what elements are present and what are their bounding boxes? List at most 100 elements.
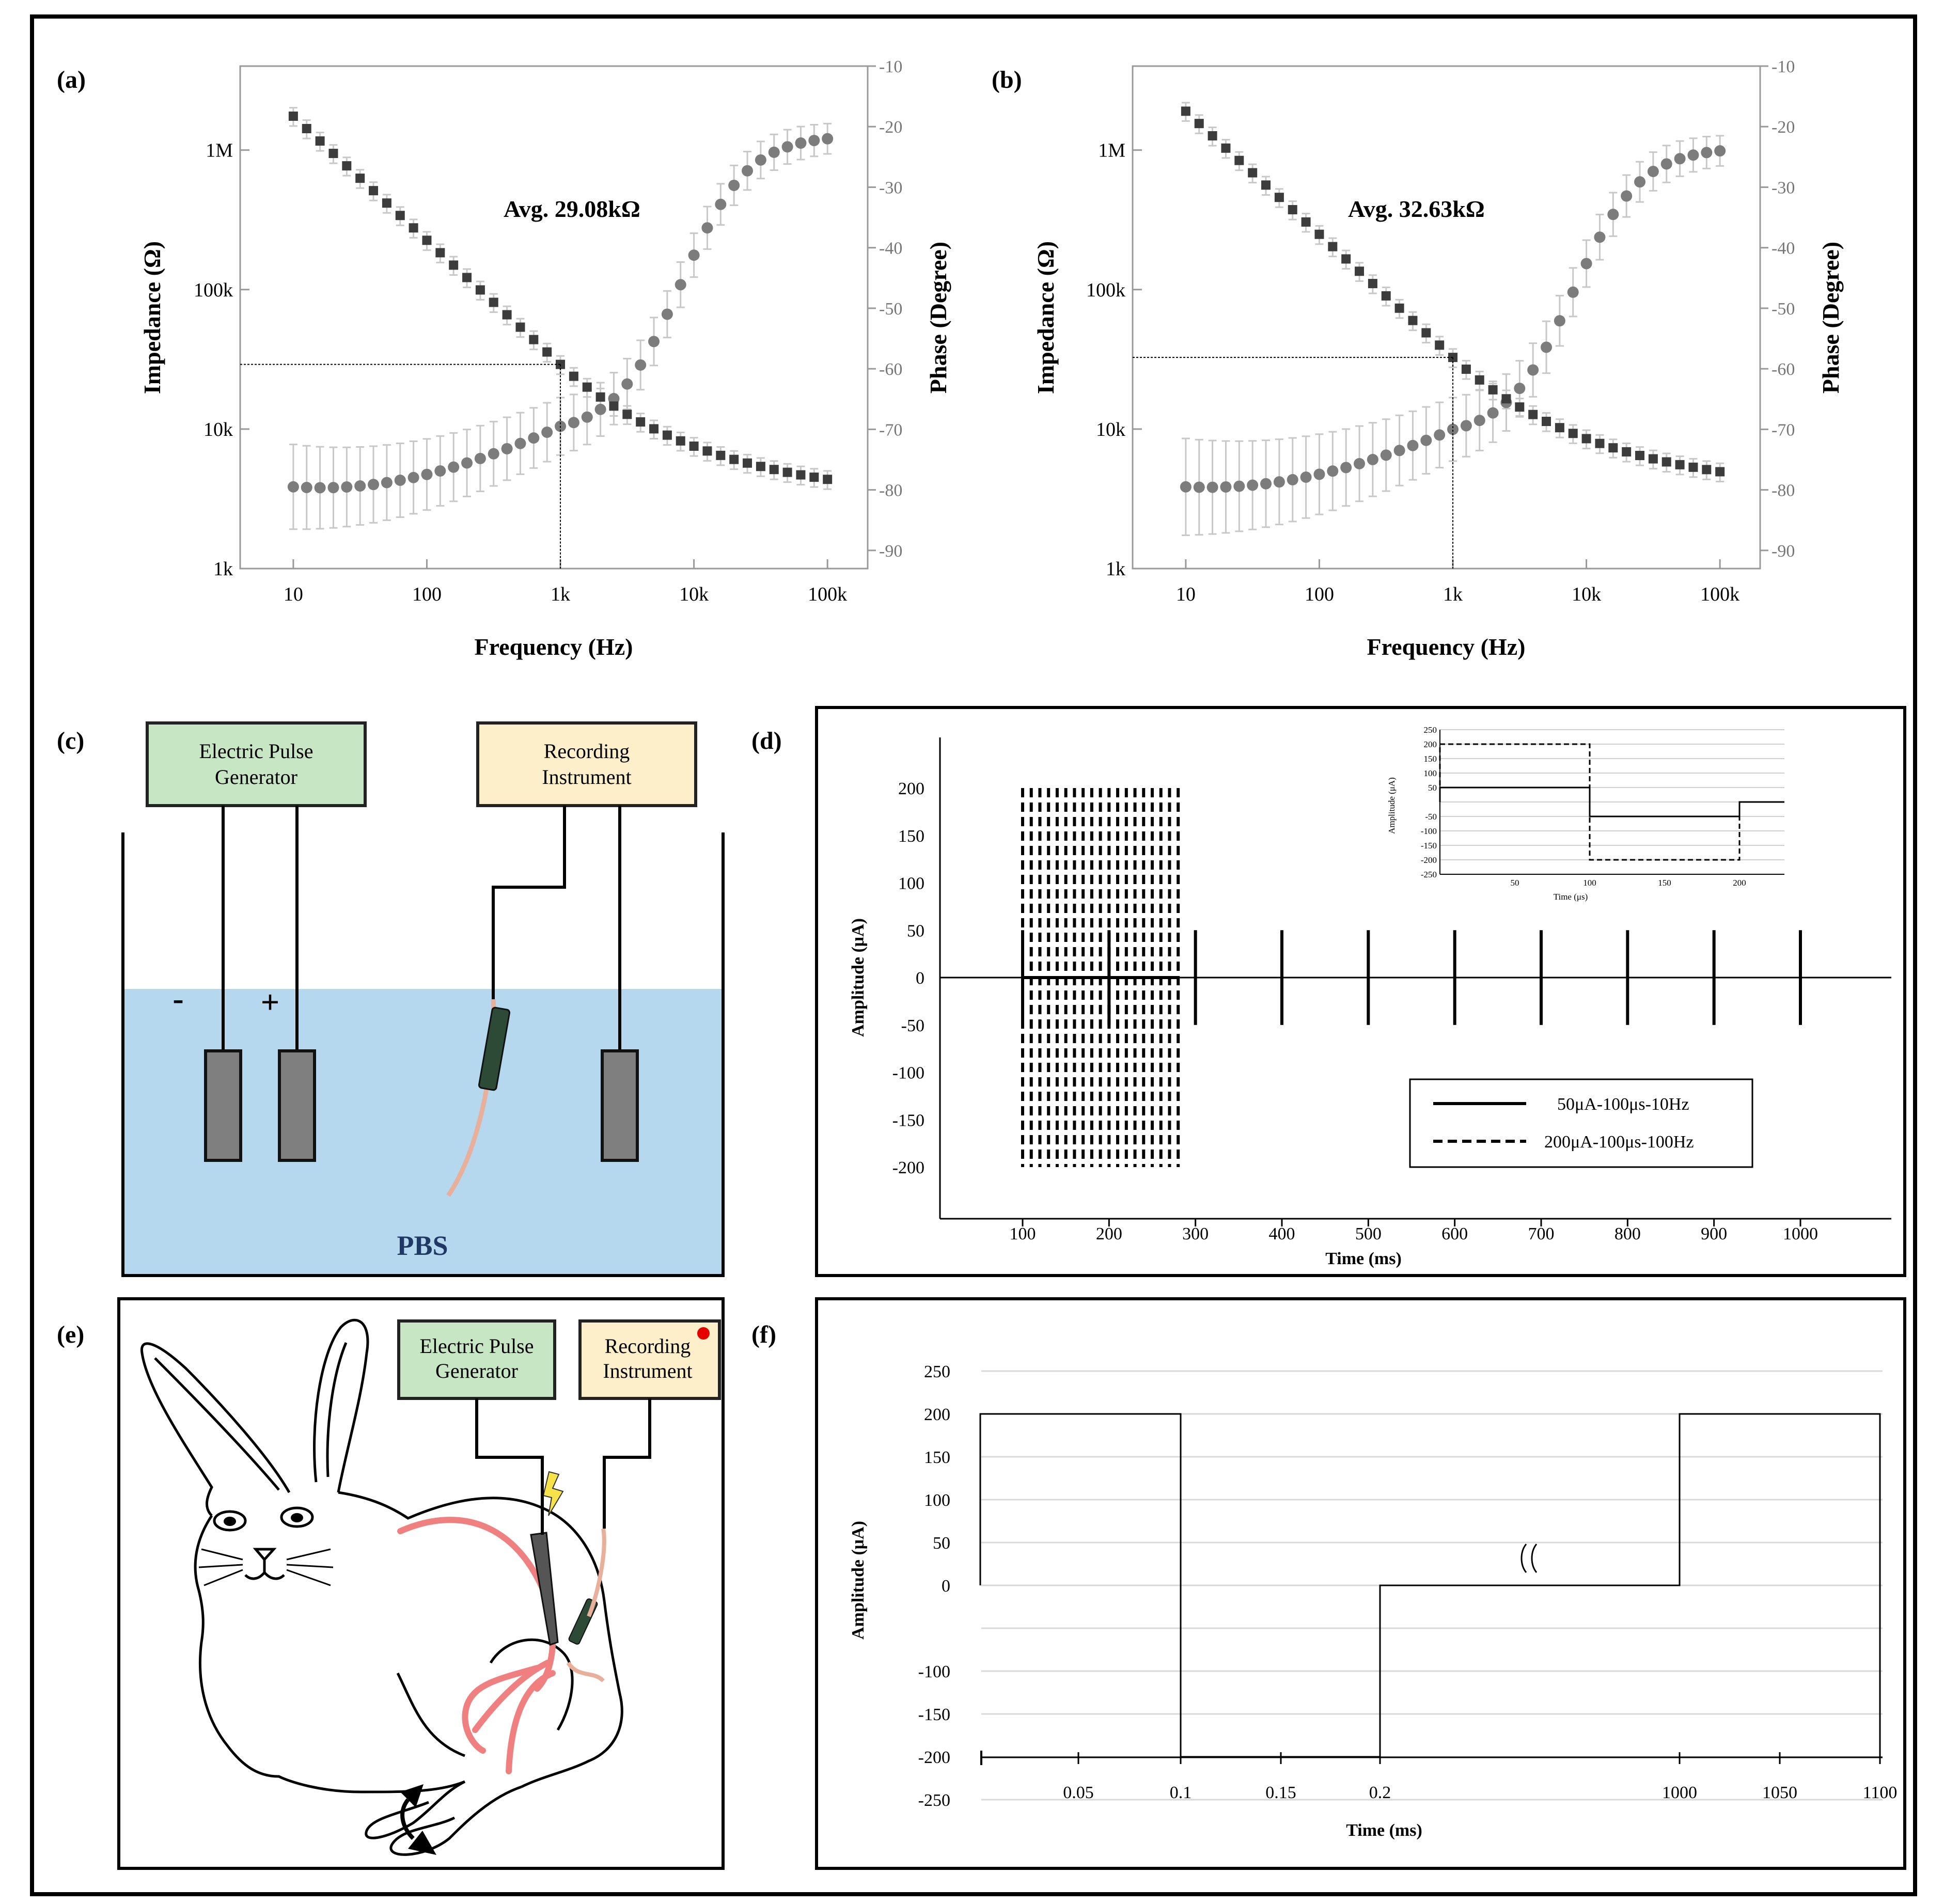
phase-point: [1594, 231, 1606, 243]
inset-waveform-chart: 250 200 150 100 50 -50 -100 -150 -200 -250 50 100 15…: [1421, 725, 1784, 888]
impedance-point: [1581, 434, 1591, 444]
panel-label-a: (a): [57, 66, 86, 93]
phase-point: [381, 477, 393, 489]
phase-point: [1621, 190, 1633, 202]
y-tick-label: -250: [918, 1791, 950, 1810]
y-tick-label: 10k: [1096, 419, 1125, 440]
phase-point: [822, 133, 834, 145]
phase-tick-label: -90: [879, 542, 902, 561]
annotation-avg-b: Avg. 32.63kΩ: [1348, 196, 1485, 222]
x-tick-label: 900: [1701, 1224, 1727, 1244]
nerve-path-1: [397, 1517, 556, 1692]
y-tick-label: -200: [918, 1748, 950, 1767]
impedance-chart-b: -10-20-30-40-50-60-70-80-90 10 100 1k 10k 10…: [1032, 57, 1844, 660]
panel-label-b: (b): [992, 66, 1022, 93]
phase-point: [1647, 165, 1659, 177]
rabbit-left-eye: [213, 1510, 247, 1532]
rabbit-front-foot: [389, 1785, 522, 1856]
phase-tick-label: -60: [1771, 360, 1795, 379]
phase-point: [528, 432, 540, 444]
x-tick-label: 10: [284, 584, 303, 605]
phase-point: [1260, 478, 1272, 490]
phase-tick-label: -70: [879, 420, 902, 439]
minus-sign: -: [173, 980, 183, 1017]
impedance-point: [609, 401, 619, 411]
impedance-point: [1568, 429, 1578, 438]
phase-point: [594, 403, 606, 415]
impedance-point: [302, 124, 311, 134]
impedance-point: [1234, 155, 1244, 165]
phase-point: [808, 135, 820, 147]
impedance-point: [743, 458, 752, 468]
impedance-point: [1675, 460, 1685, 469]
y-tick-label: 100k: [1086, 279, 1125, 301]
pulse-generator-box-e: [397, 1319, 556, 1400]
legend-dashed-label: 200μA-100μs-100Hz: [1544, 1132, 1694, 1152]
impedance-point: [716, 450, 726, 460]
phase-point: [541, 427, 553, 438]
phase-point: [1393, 445, 1405, 457]
phase-point: [1607, 209, 1619, 221]
rabbit-back: [338, 1491, 623, 1788]
phase-tick-label: -50: [879, 300, 902, 319]
impedance-point: [1328, 242, 1338, 251]
arrow-head-1: [400, 1784, 424, 1807]
pulse-marks-d: [1021, 788, 1802, 1167]
phase-point: [407, 471, 419, 483]
x-tick-label: 1k: [1443, 584, 1463, 605]
plot-frame-a: [239, 65, 869, 570]
rabbit-left-ear-inner: [154, 1357, 280, 1491]
impedance-point: [395, 211, 405, 221]
phase-point: [1367, 453, 1378, 465]
phase-point: [635, 359, 647, 371]
pulse-generator-label-e-line2: Generator: [435, 1359, 518, 1382]
impedance-point: [1381, 291, 1391, 301]
x-axis-ticks-b: 10 100 1k 10k 100k: [1176, 559, 1739, 605]
phase-axis-label-a: Phase (Degree): [925, 242, 951, 394]
waveform-line-f: [979, 1413, 1881, 1758]
cuff-electrode-c: [478, 1006, 511, 1091]
phase-point: [421, 468, 433, 480]
phase-point: [1660, 158, 1672, 170]
pulse-generator-label-c-line2: Generator: [215, 765, 297, 789]
phase-point: [448, 461, 460, 473]
phase-axis-ticks-a: -10 -20 -30 -40 -50 -60 -70 -80 -90: [868, 57, 902, 561]
impedance-point: [689, 441, 699, 451]
impedance-point: [649, 424, 659, 434]
phase-point: [354, 480, 366, 492]
phase-point: [1233, 480, 1245, 492]
y-tick-label: 1M: [206, 140, 233, 162]
phase-point: [1554, 315, 1565, 327]
impedance-point: [382, 198, 391, 208]
movement-arrow-icon: [400, 1798, 415, 1840]
x-tick-label: 500: [1355, 1224, 1382, 1244]
impedance-point: [823, 475, 833, 484]
impedance-point: [529, 335, 539, 344]
x-tick-label: 10k: [1572, 584, 1601, 605]
y-axis-ticks-a: 1k 10k 100k 1M: [194, 140, 249, 580]
impedance-point: [462, 273, 472, 282]
phase-point: [474, 452, 486, 464]
phase-point: [1687, 149, 1699, 161]
in-vitro-setup-diagram: Electric Pulse Generator Recording Instr…: [121, 721, 725, 1277]
y-tick-label: 150: [898, 827, 924, 846]
phase-point: [1541, 341, 1553, 353]
phase-point: [1487, 407, 1499, 419]
rabbit-right-ear: [313, 1318, 369, 1493]
panel-label-c: (c): [57, 727, 84, 754]
impedance-point: [1515, 402, 1525, 412]
impedance-point: [342, 161, 352, 171]
y-axis-ticks-d: 200 150 100 50 0 -50 -100 -150 -200: [892, 779, 924, 1177]
phase-point: [341, 481, 353, 493]
impedance-point: [1488, 385, 1498, 395]
x-tick-label: 1050: [1762, 1783, 1797, 1802]
phase-point: [1527, 364, 1539, 376]
phase-point: [301, 482, 312, 494]
rabbit-hind-foot: [365, 1780, 466, 1839]
impedance-point: [1221, 143, 1231, 153]
inset-y-tick-label: 50: [1428, 783, 1437, 793]
impedance-point: [636, 417, 646, 427]
impedance-point: [595, 392, 605, 402]
recording-indicator-dot: [697, 1327, 710, 1340]
x-tick-label: 100: [1010, 1224, 1036, 1244]
